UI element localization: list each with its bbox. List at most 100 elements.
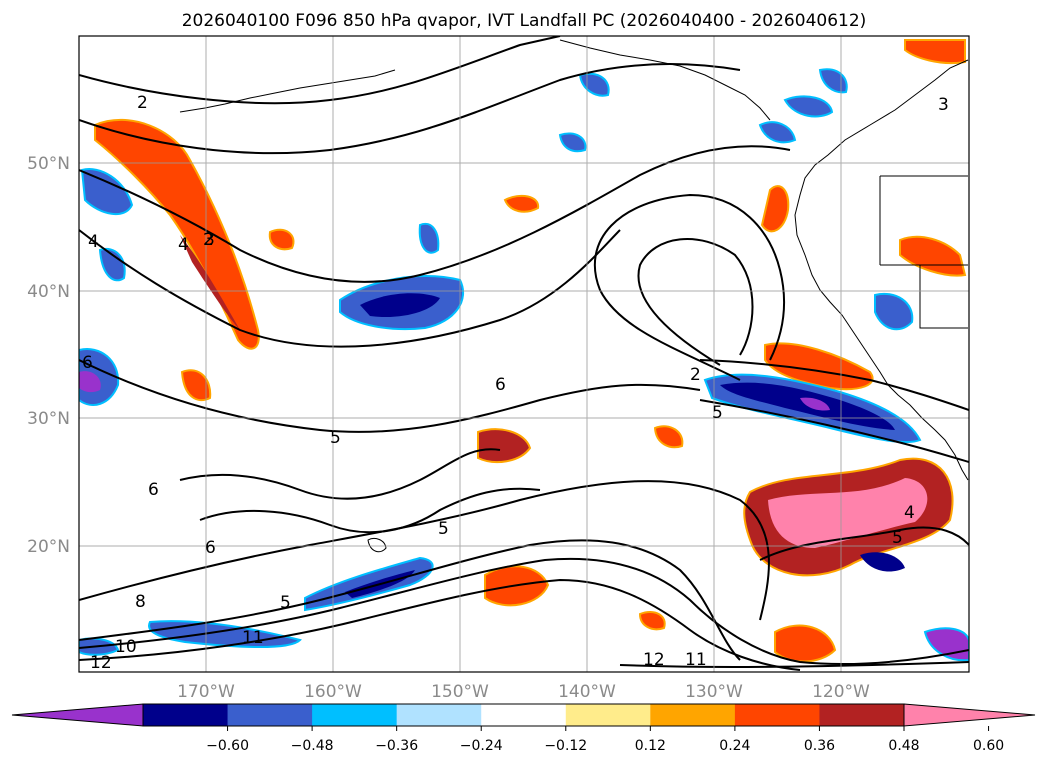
colorbar: −0.60 −0.48 −0.36 −0.24 −0.12 0.12 0.24 0.36 0.4… [11,703,1036,754]
colorbar-tick-label: −0.12 [544,738,587,754]
gridlines [79,36,969,672]
contour-east-2 [699,359,969,411]
contour-6-mid [79,359,701,433]
positive-small-5 [638,610,666,631]
contour-label: 3 [204,230,215,250]
latitude-labels: 50°N 40°N 30°N 20°N [27,154,70,557]
contour-label: 2 [137,93,148,113]
lon-label-120w: 120°W [812,682,870,702]
negative-blob-se2 [860,552,905,572]
colorbar-tick-label: 0.12 [635,738,666,754]
lon-label-170w: 170°W [177,682,235,702]
contour-lines [79,36,969,671]
colorbar-frame [142,703,905,727]
contour-12-south [79,578,801,671]
colorbar-tick-label: −0.24 [460,738,503,754]
contour-5-arc [79,229,621,348]
colorbar-segment [312,704,398,726]
contour-3-north [79,63,741,155]
contour-label: 5 [712,403,723,423]
lat-label-20n: 20°N [27,537,70,557]
contour-2-north [79,36,561,105]
lon-label-150w: 150°W [431,682,489,702]
contour-label: 4 [178,235,189,255]
colorbar-tick-label: 0.36 [804,738,835,754]
positive-small-3 [503,194,540,213]
lat-label-40n: 40°N [27,282,70,302]
colorbar-tick-label: −0.48 [291,738,334,754]
colorbar-tick-label: 0.24 [719,738,750,754]
contour-label: 5 [438,519,449,539]
contour-mid-wiggle-2 [199,487,541,534]
figure-title: 2026040100 F096 850 hPa qvapor, IVT Land… [182,11,867,31]
negative-blob-nw [80,168,134,215]
coastline-alaska [559,39,771,121]
contour-label: 2 [203,230,214,250]
negative-blob-central-core [360,293,440,318]
negative-blob-n2 [818,68,848,94]
colorbar-ticks: −0.60 −0.48 −0.36 −0.24 −0.12 0.12 0.24 0.36 0.4… [206,726,1004,754]
positive-small-6 [899,235,967,277]
contour-label: 4 [904,503,915,523]
contour-label: 6 [82,353,93,373]
border-states-2 [919,265,968,329]
colorbar-tick-label: 0.48 [888,738,919,754]
contour-label: 2 [690,365,701,385]
shaded-fields [79,39,969,663]
negative-blob-pnw [874,292,914,331]
contour-11-south [79,557,969,666]
positive-plume-west [94,119,260,350]
positive-small-2 [180,369,212,402]
contour-label: 12 [90,653,112,673]
lat-label-50n: 50°N [27,154,70,174]
positive-blob-se-core [768,478,928,548]
map-panel: 2 2 3 4 4 5 5 6 6 6 8 10 11 12 12 11 2 5… [78,35,970,673]
positive-blob-coast [764,342,874,391]
negative-small-2 [558,132,587,153]
contour-loop-east [594,193,786,381]
contour-5-se [759,526,969,561]
colorbar-segment [650,704,736,726]
contour-label: 4 [88,232,99,252]
colorbar-segment [734,704,820,726]
negative-band-coast-peak [800,397,830,411]
longitude-labels: 170°W 160°W 150°W 140°W 130°W 120°W [177,682,870,702]
negative-small-3 [758,121,797,144]
contour-mid-wiggle [179,448,501,500]
colorbar-segments [11,703,1036,727]
positive-blob-ne [904,39,966,65]
contour-label: 12 [643,650,665,670]
contour-label: 11 [685,650,707,670]
contour-12-bottom [619,661,969,668]
negative-blob-west-core [79,371,101,393]
positive-blob-bc [760,185,790,233]
colorbar-segment [481,704,567,726]
positive-small-1 [268,228,295,251]
contour-label: 5 [892,528,903,548]
lon-label-140w: 140°W [558,682,616,702]
contour-4-arc [79,145,791,283]
contour-label: 10 [115,637,137,657]
negative-blob-w2 [98,247,126,282]
lon-label-130w: 130°W [685,682,743,702]
contour-loop-east-inner [637,238,754,366]
coastline-hawaii [367,537,387,553]
colorbar-segment [819,704,905,726]
positive-small-4 [653,425,684,449]
lat-label-30n: 30°N [27,409,70,429]
colorbar-tick-label: −0.36 [375,738,418,754]
colorbar-segment [143,704,229,726]
colorbar-segment [565,704,651,726]
contour-10-south [79,539,741,661]
colorbar-segment [396,704,482,726]
contour-8-south [79,480,770,621]
contour-label: 8 [135,592,146,612]
positive-plume-west-core [180,235,240,330]
contour-label: 3 [938,95,949,115]
contour-label: 5 [280,593,291,613]
contour-label: 11 [242,628,264,648]
map-frame [78,35,970,673]
negative-small-1 [418,222,440,254]
colorbar-tick-label: −0.60 [206,738,249,754]
colorbar-extend-max [903,703,1036,727]
